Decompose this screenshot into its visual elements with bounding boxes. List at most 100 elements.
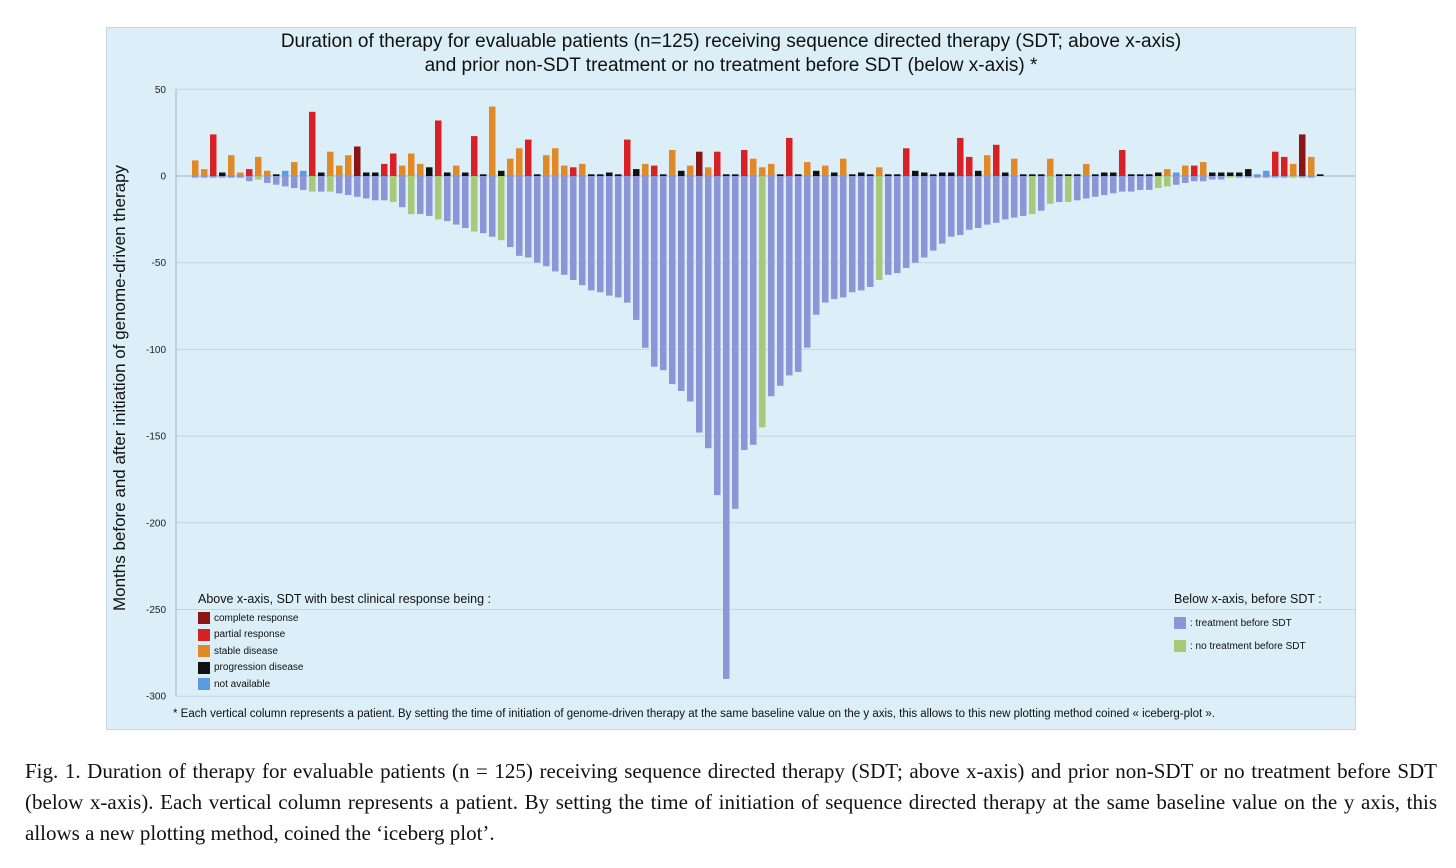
- pre-sdt-bar: [948, 176, 955, 237]
- sdt-duration-bar: [534, 174, 541, 176]
- pre-sdt-bar: [1146, 176, 1153, 190]
- sdt-duration-bar: [390, 153, 397, 176]
- sdt-duration-bar: [408, 153, 415, 176]
- pre-sdt-bar: [732, 176, 739, 509]
- pre-sdt-bar: [525, 176, 532, 258]
- pre-sdt-bar: [453, 176, 460, 225]
- pre-sdt-bar: [1083, 176, 1090, 199]
- pre-sdt-bar: [849, 176, 856, 293]
- y-tick-label: -250: [146, 605, 166, 616]
- pre-sdt-bar: [1236, 176, 1243, 178]
- pre-sdt-bar: [840, 176, 847, 298]
- pre-sdt-bar: [1272, 176, 1279, 178]
- sdt-duration-bar: [822, 165, 829, 176]
- pre-sdt-bar: [408, 176, 415, 215]
- sdt-duration-bar: [471, 136, 478, 176]
- pre-sdt-bar: [912, 176, 919, 263]
- sdt-duration-bar: [1137, 174, 1144, 176]
- pre-sdt-bar: [678, 176, 685, 391]
- pre-sdt-bar: [435, 176, 442, 220]
- sdt-duration-bar: [1155, 172, 1162, 176]
- sdt-duration-bar: [228, 155, 235, 176]
- pre-sdt-bar: [741, 176, 748, 450]
- pre-sdt-bar: [660, 176, 667, 371]
- sdt-duration-bar: [210, 134, 217, 176]
- y-tick-label: -150: [146, 432, 166, 443]
- legend-label: not available: [214, 678, 271, 690]
- sdt-duration-bar: [1146, 174, 1153, 176]
- sdt-duration-bar: [435, 120, 442, 176]
- pre-sdt-bar: [876, 176, 883, 280]
- y-tick-labels: 50 0 -50 -100 -150 -200 -250 -300: [146, 85, 166, 703]
- pre-sdt-bar: [768, 176, 775, 397]
- sdt-duration-bar: [462, 172, 469, 176]
- pre-sdt-bar: [1245, 176, 1252, 178]
- pre-sdt-bar: [822, 176, 829, 303]
- pre-sdt-bar: [903, 176, 910, 268]
- pre-sdt-bar: [561, 176, 568, 275]
- pre-sdt-bar: [426, 176, 433, 216]
- sdt-duration-bar: [903, 148, 910, 176]
- legend-above-item-cr: complete response: [198, 612, 299, 624]
- pre-sdt-bar: [615, 176, 622, 298]
- chart-footnote: * Each vertical column represents a pati…: [173, 708, 1215, 720]
- sdt-duration-bar: [1317, 174, 1324, 176]
- pre-sdt-bar: [921, 176, 928, 258]
- sdt-duration-bar: [1200, 162, 1207, 176]
- pre-sdt-bar: [1191, 176, 1198, 182]
- pre-sdt-bar: [687, 176, 694, 402]
- sdt-duration-bar: [579, 163, 586, 176]
- sdt-duration-bar: [624, 139, 631, 176]
- sdt-duration-bar: [1110, 172, 1117, 176]
- pre-sdt-bar: [885, 176, 892, 275]
- sdt-duration-bar: [570, 167, 577, 176]
- y-tick-label: -200: [146, 518, 166, 529]
- sdt-duration-bar: [1290, 163, 1297, 176]
- sdt-duration-bar: [480, 174, 487, 176]
- sdt-duration-bar: [660, 174, 667, 176]
- sdt-duration-bar: [1074, 174, 1081, 176]
- pre-sdt-bar: [291, 176, 298, 189]
- pre-sdt-bar: [1254, 176, 1261, 178]
- sdt-duration-bar: [372, 172, 379, 176]
- pre-sdt-bar: [228, 176, 235, 178]
- sdt-duration-bar: [597, 174, 604, 176]
- sdt-duration-bar: [957, 137, 964, 176]
- pre-sdt-bar: [417, 176, 424, 215]
- pre-sdt-bar: [372, 176, 379, 201]
- legend-above-item-pd: progression disease: [198, 661, 304, 674]
- pre-sdt-bar: [552, 176, 559, 272]
- pre-sdt-bar: [354, 176, 361, 197]
- sdt-duration-bar: [1002, 172, 1009, 176]
- pre-sdt-bar: [1056, 176, 1063, 202]
- sdt-duration-bar: [867, 174, 874, 176]
- legend-label: : no treatment before SDT: [1190, 640, 1306, 652]
- sdt-duration-bar: [705, 167, 712, 176]
- sdt-duration-bar: [255, 156, 262, 176]
- y-tick-label: -300: [146, 692, 166, 703]
- sdt-duration-bar: [1254, 174, 1261, 176]
- sdt-duration-bar: [831, 172, 838, 176]
- pre-sdt-bar: [966, 176, 973, 230]
- sdt-duration-bar: [1245, 169, 1252, 176]
- sdt-duration-bar: [588, 174, 595, 176]
- pre-sdt-bar: [1029, 176, 1036, 215]
- pre-sdt-bar: [786, 176, 793, 376]
- sdt-duration-bar: [1227, 172, 1234, 176]
- sdt-duration-bar: [840, 158, 847, 176]
- sdt-duration-bar: [885, 174, 892, 176]
- pre-sdt-bar: [957, 176, 964, 235]
- sdt-duration-bar: [525, 139, 532, 176]
- sdt-duration-bar: [750, 158, 757, 176]
- legend-label: partial response: [214, 629, 286, 640]
- pre-sdt-bar: [894, 176, 901, 274]
- pre-sdt-bar: [642, 176, 649, 348]
- sdt-duration-bar: [930, 174, 937, 176]
- sdt-duration-bar: [633, 169, 640, 176]
- pre-sdt-bar: [1047, 176, 1054, 204]
- sdt-duration-bar: [336, 165, 343, 176]
- pre-sdt-bar: [390, 176, 397, 202]
- y-tick-label: -100: [146, 345, 166, 356]
- sdt-duration-bar: [732, 174, 739, 176]
- pre-sdt-bar: [498, 176, 505, 241]
